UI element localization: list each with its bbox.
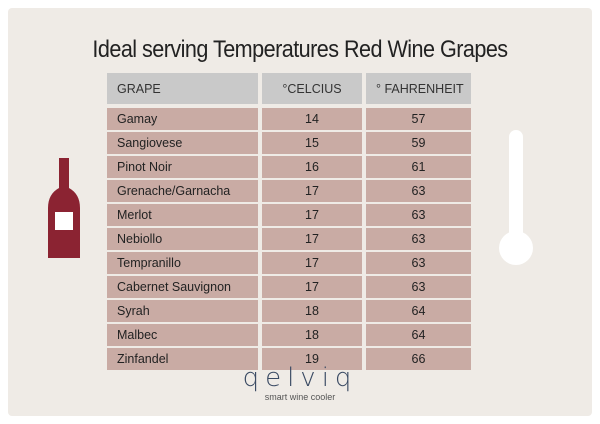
header-row: GRAPE °CELCIUS ° FAHRENHEIT bbox=[107, 73, 471, 104]
table-row: Nebiollo 17 63 bbox=[107, 228, 471, 250]
table-cell: 18 bbox=[262, 324, 362, 346]
table-cell: Pinot Noir bbox=[107, 156, 258, 178]
table-row: Grenache/Garnacha 17 63 bbox=[107, 180, 471, 202]
table-cell: Sangiovese bbox=[107, 132, 258, 154]
table-cell: 15 bbox=[262, 132, 362, 154]
table-cell: 66 bbox=[366, 348, 471, 370]
tagline: smart wine cooler bbox=[264, 392, 336, 402]
table-cell: 63 bbox=[366, 252, 471, 274]
table-cell: 63 bbox=[366, 204, 471, 226]
table-cell: 64 bbox=[366, 324, 471, 346]
table-cell: Syrah bbox=[107, 300, 258, 322]
title: Ideal serving Temperatures Red Wine Grap… bbox=[92, 36, 508, 63]
header-cell: GRAPE bbox=[107, 73, 258, 104]
table-cell: 14 bbox=[262, 108, 362, 130]
card: Ideal serving Temperatures Red Wine Grap… bbox=[8, 8, 592, 416]
table-row: Pinot Noir 16 61 bbox=[107, 156, 471, 178]
table-cell: Gamay bbox=[107, 108, 258, 130]
table-row: Cabernet Sauvignon 17 63 bbox=[107, 276, 471, 298]
table-cell: 63 bbox=[366, 276, 471, 298]
table-cell: 63 bbox=[366, 180, 471, 202]
table-cell: 64 bbox=[366, 300, 471, 322]
table-cell: Zinfandel bbox=[107, 348, 258, 370]
table-row: Gamay 14 57 bbox=[107, 108, 471, 130]
table-row: Malbec 18 64 bbox=[107, 324, 471, 346]
thermometer-icon bbox=[499, 130, 533, 265]
header-cell: °CELCIUS bbox=[262, 73, 362, 104]
table-cell: 17 bbox=[262, 276, 362, 298]
table-row: Sangiovese 15 59 bbox=[107, 132, 471, 154]
table-cell: 63 bbox=[366, 228, 471, 250]
table-cell: Malbec bbox=[107, 324, 258, 346]
table-cell: 57 bbox=[366, 108, 471, 130]
table-cell: 16 bbox=[262, 156, 362, 178]
table: GRAPE °CELCIUS ° FAHRENHEIT Gamay 14 57 Sangio… bbox=[107, 73, 471, 372]
header-cell: ° FAHRENHEIT bbox=[366, 73, 471, 104]
table-cell: 17 bbox=[262, 180, 362, 202]
table-cell: Cabernet Sauvignon bbox=[107, 276, 258, 298]
table-cell: 59 bbox=[366, 132, 471, 154]
wine-bottle-icon bbox=[48, 158, 80, 258]
table-cell: Nebiollo bbox=[107, 228, 258, 250]
table-cell: 18 bbox=[262, 300, 362, 322]
table-cell: Grenache/Garnacha bbox=[107, 180, 258, 202]
table-cell: 17 bbox=[262, 204, 362, 226]
table-row: Tempranillo 17 63 bbox=[107, 252, 471, 274]
table-cell: 17 bbox=[262, 252, 362, 274]
table-cell: 19 bbox=[262, 348, 362, 370]
table-cell: 61 bbox=[366, 156, 471, 178]
table-cell: Tempranillo bbox=[107, 252, 258, 274]
table-cell: Merlot bbox=[107, 204, 258, 226]
table-row: Syrah 18 64 bbox=[107, 300, 471, 322]
table-row: Merlot 17 63 bbox=[107, 204, 471, 226]
logo: qelviq bbox=[242, 363, 358, 393]
table-row: Zinfandel 19 66 bbox=[107, 348, 471, 370]
table-cell: 17 bbox=[262, 228, 362, 250]
